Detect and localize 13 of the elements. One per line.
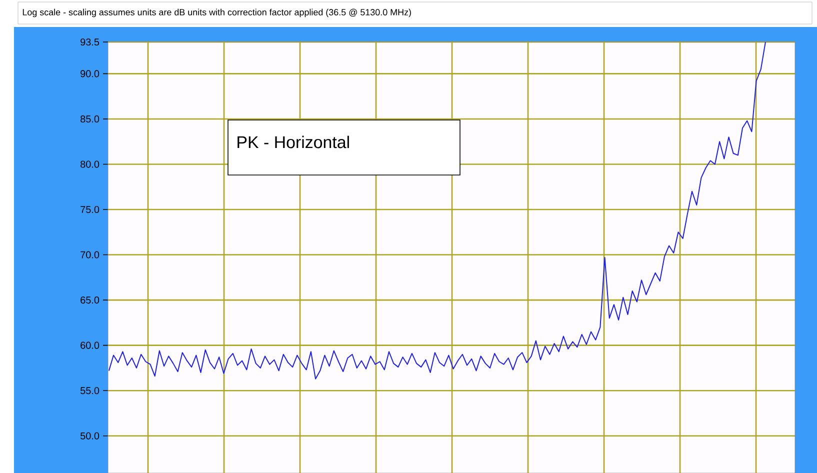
y-tick-label: 75.0 (80, 206, 100, 214)
y-tick-label: 55.0 (80, 387, 100, 394)
chart-title: Log scale - scaling assumes units are dB units with correction factor applied (36.5 @ 5130.0 MHz) (22, 8, 411, 18)
line-series (108, 42, 766, 380)
y-tick-label: 80.0 (80, 160, 100, 168)
y-tick-label: 85.0 (80, 115, 100, 122)
y-tick-label: 60.0 (80, 342, 100, 349)
y-tick-label: 65.0 (80, 296, 100, 304)
y-tick-label: 90.0 (80, 70, 100, 78)
y-tick-label: 93.5 (80, 38, 100, 46)
y-tick-label: 50.0 (80, 432, 100, 440)
annotation: PK - Horizontal (238, 136, 349, 148)
y-tick-label: 70.0 (80, 251, 100, 258)
